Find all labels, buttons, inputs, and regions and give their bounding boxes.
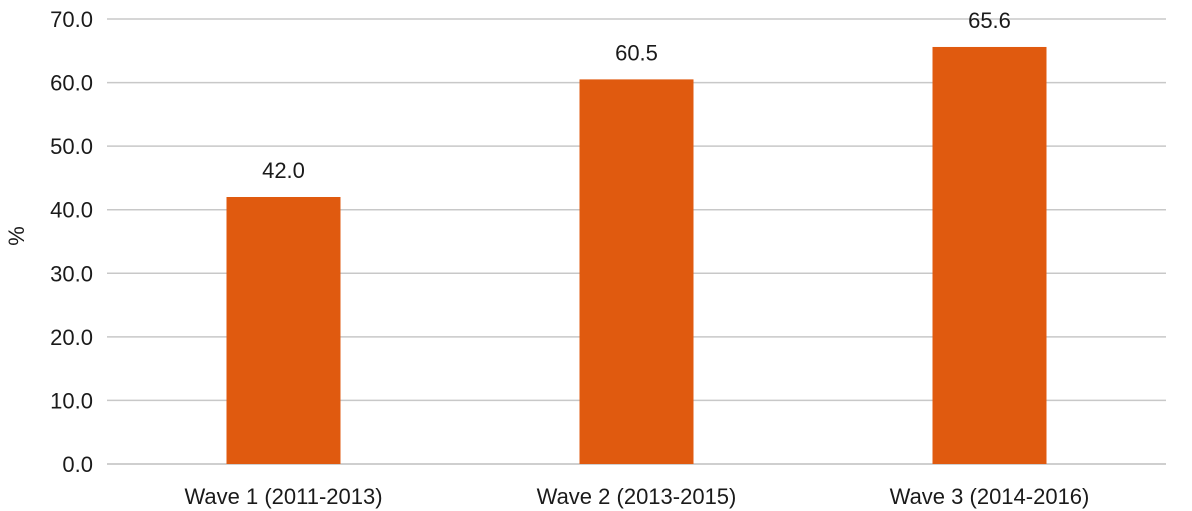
x-tick-label: Wave 2 (2013-2015) — [537, 484, 737, 509]
data-label: 65.6 — [968, 8, 1011, 33]
y-tick-label: 10.0 — [50, 388, 93, 413]
y-tick-label: 40.0 — [50, 198, 93, 223]
y-tick-label: 60.0 — [50, 71, 93, 96]
bar — [226, 197, 341, 464]
y-tick-label: 30.0 — [50, 261, 93, 286]
y-axis-ticks: 0.0 10.0 20.0 30.0 40.0 50.0 60.0 70.0 — [50, 7, 93, 477]
x-tick-label: Wave 1 (2011-2013) — [184, 484, 382, 509]
y-tick-label: 50.0 — [50, 134, 93, 159]
bars — [226, 46, 1047, 465]
data-label: 60.5 — [615, 40, 658, 65]
y-tick-label: 70.0 — [50, 7, 93, 32]
data-label: 42.0 — [262, 158, 305, 183]
data-labels: 42.0 60.5 65.6 — [262, 8, 1011, 183]
x-tick-label: Wave 3 (2014-2016) — [890, 484, 1090, 509]
x-axis-ticks: Wave 1 (2011-2013) Wave 2 (2013-2015) Wave… — [184, 484, 1089, 509]
y-axis-title: % — [4, 226, 29, 246]
bar — [579, 79, 694, 465]
y-tick-label: 0.0 — [62, 452, 93, 477]
bar — [932, 46, 1047, 464]
y-tick-label: 20.0 — [50, 325, 93, 350]
